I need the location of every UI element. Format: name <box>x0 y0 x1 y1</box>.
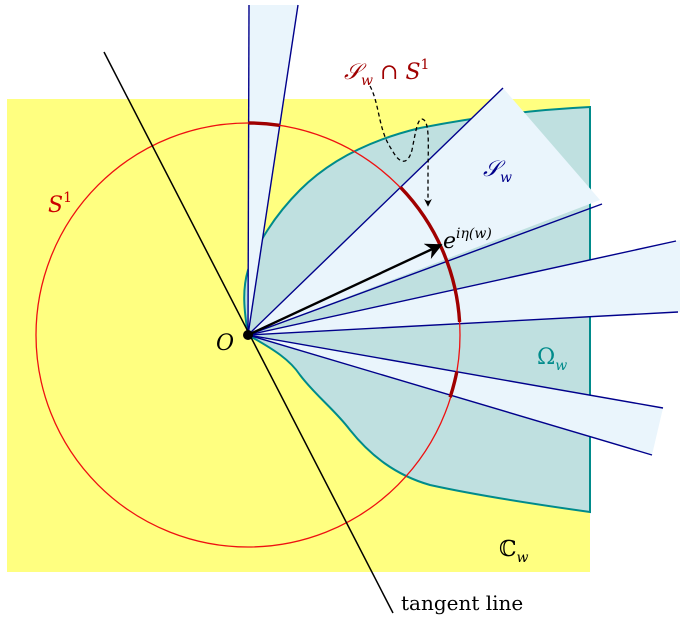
plane-label: ℂw <box>499 537 529 566</box>
vector-arrow <box>247 243 443 337</box>
exp-label: eiη(w) <box>443 226 492 254</box>
dashed-pointer <box>369 85 432 207</box>
circle-label: S1 <box>48 190 72 218</box>
ray <box>247 311 679 336</box>
omega-label: Ωw <box>537 345 567 374</box>
origin-label: O <box>216 331 234 356</box>
sector-lower-right <box>248 335 663 455</box>
ray <box>247 4 299 336</box>
unit-circle <box>35 122 461 548</box>
intersection-label: 𝒮w ∩ S1 <box>344 57 429 89</box>
ray <box>247 203 603 336</box>
arc-lower <box>448 371 459 398</box>
ray <box>247 87 504 336</box>
origin-point <box>243 330 253 340</box>
tangent-label: tangent line <box>401 591 523 615</box>
ray <box>247 4 250 336</box>
arc-top <box>248 121 280 127</box>
sector-upper-right <box>248 88 600 335</box>
ray <box>247 240 677 336</box>
